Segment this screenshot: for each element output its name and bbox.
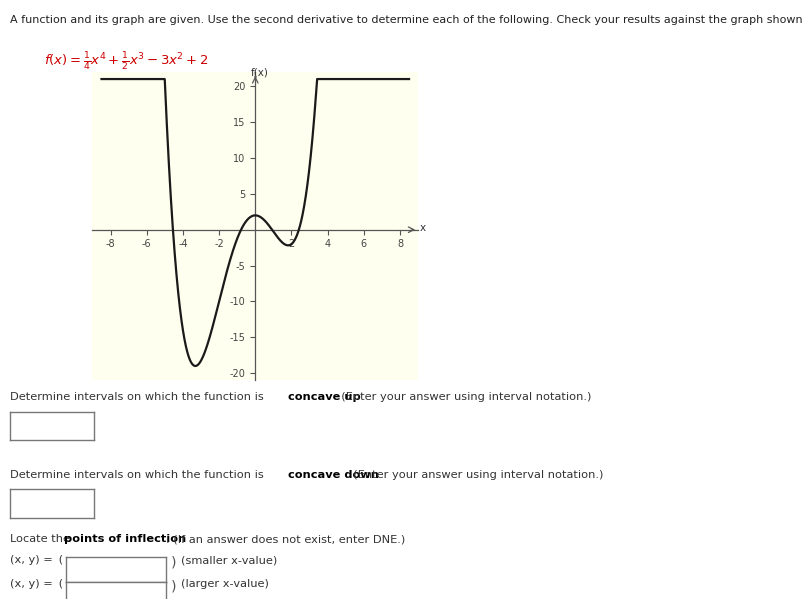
Text: (x, y) =  (: (x, y) = (: [10, 555, 63, 565]
Text: (x, y) =  (: (x, y) = (: [10, 579, 63, 589]
Text: ): ): [171, 555, 177, 569]
Text: Determine intervals on which the function is: Determine intervals on which the functio…: [10, 470, 267, 480]
Text: $\mathit{f}(\mathit{x}) = \frac{1}{4}\mathit{x}^4 + \frac{1}{2}\mathit{x}^3 - 3\: $\mathit{f}(\mathit{x}) = \frac{1}{4}\ma…: [44, 51, 209, 73]
Text: . (Enter your answer using interval notation.): . (Enter your answer using interval nota…: [333, 392, 590, 403]
Text: concave up: concave up: [287, 392, 360, 403]
Text: . (Enter your answer using interval notation.): . (Enter your answer using interval nota…: [345, 470, 602, 480]
Text: concave down: concave down: [287, 470, 378, 480]
Text: ): ): [171, 579, 177, 593]
Text: (smaller x-value): (smaller x-value): [181, 555, 277, 565]
Text: (larger x-value): (larger x-value): [181, 579, 268, 589]
Text: f(x): f(x): [251, 68, 268, 78]
Text: . (If an answer does not exist, enter DNE.): . (If an answer does not exist, enter DN…: [166, 534, 406, 544]
Text: Determine intervals on which the function is: Determine intervals on which the functio…: [10, 392, 267, 403]
Text: A function and its graph are given. Use the second derivative to determine each : A function and its graph are given. Use …: [10, 15, 803, 25]
Text: x: x: [419, 223, 426, 232]
Text: points of inflection: points of inflection: [64, 534, 186, 544]
Text: Locate the: Locate the: [10, 534, 73, 544]
